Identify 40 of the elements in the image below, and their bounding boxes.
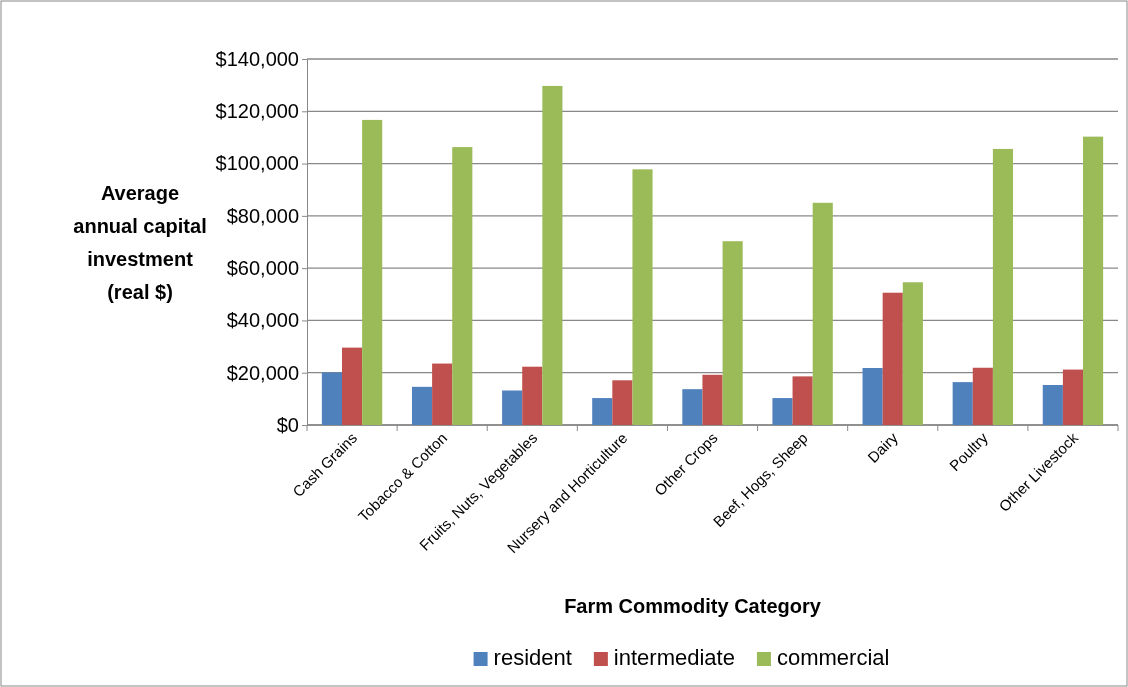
bar xyxy=(632,169,653,425)
bar xyxy=(502,390,523,425)
x-axis-title: Farm Commodity Category xyxy=(564,595,822,617)
y-tick-label: $40,000 xyxy=(226,309,299,332)
legend-label: resident xyxy=(493,645,572,670)
bar xyxy=(992,148,1014,425)
bar xyxy=(682,389,703,425)
bar xyxy=(902,282,923,425)
y-axis-title: Average annual capital investment (real $) xyxy=(73,182,207,303)
y-tick-label: $100,000 xyxy=(215,152,299,175)
legend-label: intermediate xyxy=(613,645,735,670)
bar xyxy=(452,147,473,425)
bar xyxy=(321,372,342,425)
y-tick-label: $120,000 xyxy=(215,100,299,123)
y-tick-label: $80,000 xyxy=(226,204,299,227)
bar xyxy=(612,380,633,425)
bar xyxy=(592,398,613,425)
bar xyxy=(702,374,723,425)
bar xyxy=(432,363,453,425)
bar xyxy=(411,386,433,425)
bar xyxy=(812,202,833,425)
bar xyxy=(341,347,363,425)
bar xyxy=(522,366,543,425)
bar xyxy=(1083,136,1104,425)
bar xyxy=(1062,369,1084,425)
bar xyxy=(772,398,793,425)
y-tick-label: $20,000 xyxy=(226,361,299,384)
bar xyxy=(362,119,383,425)
bar xyxy=(952,382,973,425)
bar xyxy=(1042,385,1063,425)
bar xyxy=(722,241,743,425)
y-tick-label: $140,000 xyxy=(215,47,299,70)
bar xyxy=(862,368,883,425)
y-tick-label: $0 xyxy=(276,413,299,436)
legend-label: commercial xyxy=(776,645,890,670)
bar xyxy=(882,292,903,425)
bar xyxy=(542,85,563,425)
bar xyxy=(792,376,813,425)
y-tick-label: $60,000 xyxy=(226,257,299,280)
bar xyxy=(972,367,993,425)
